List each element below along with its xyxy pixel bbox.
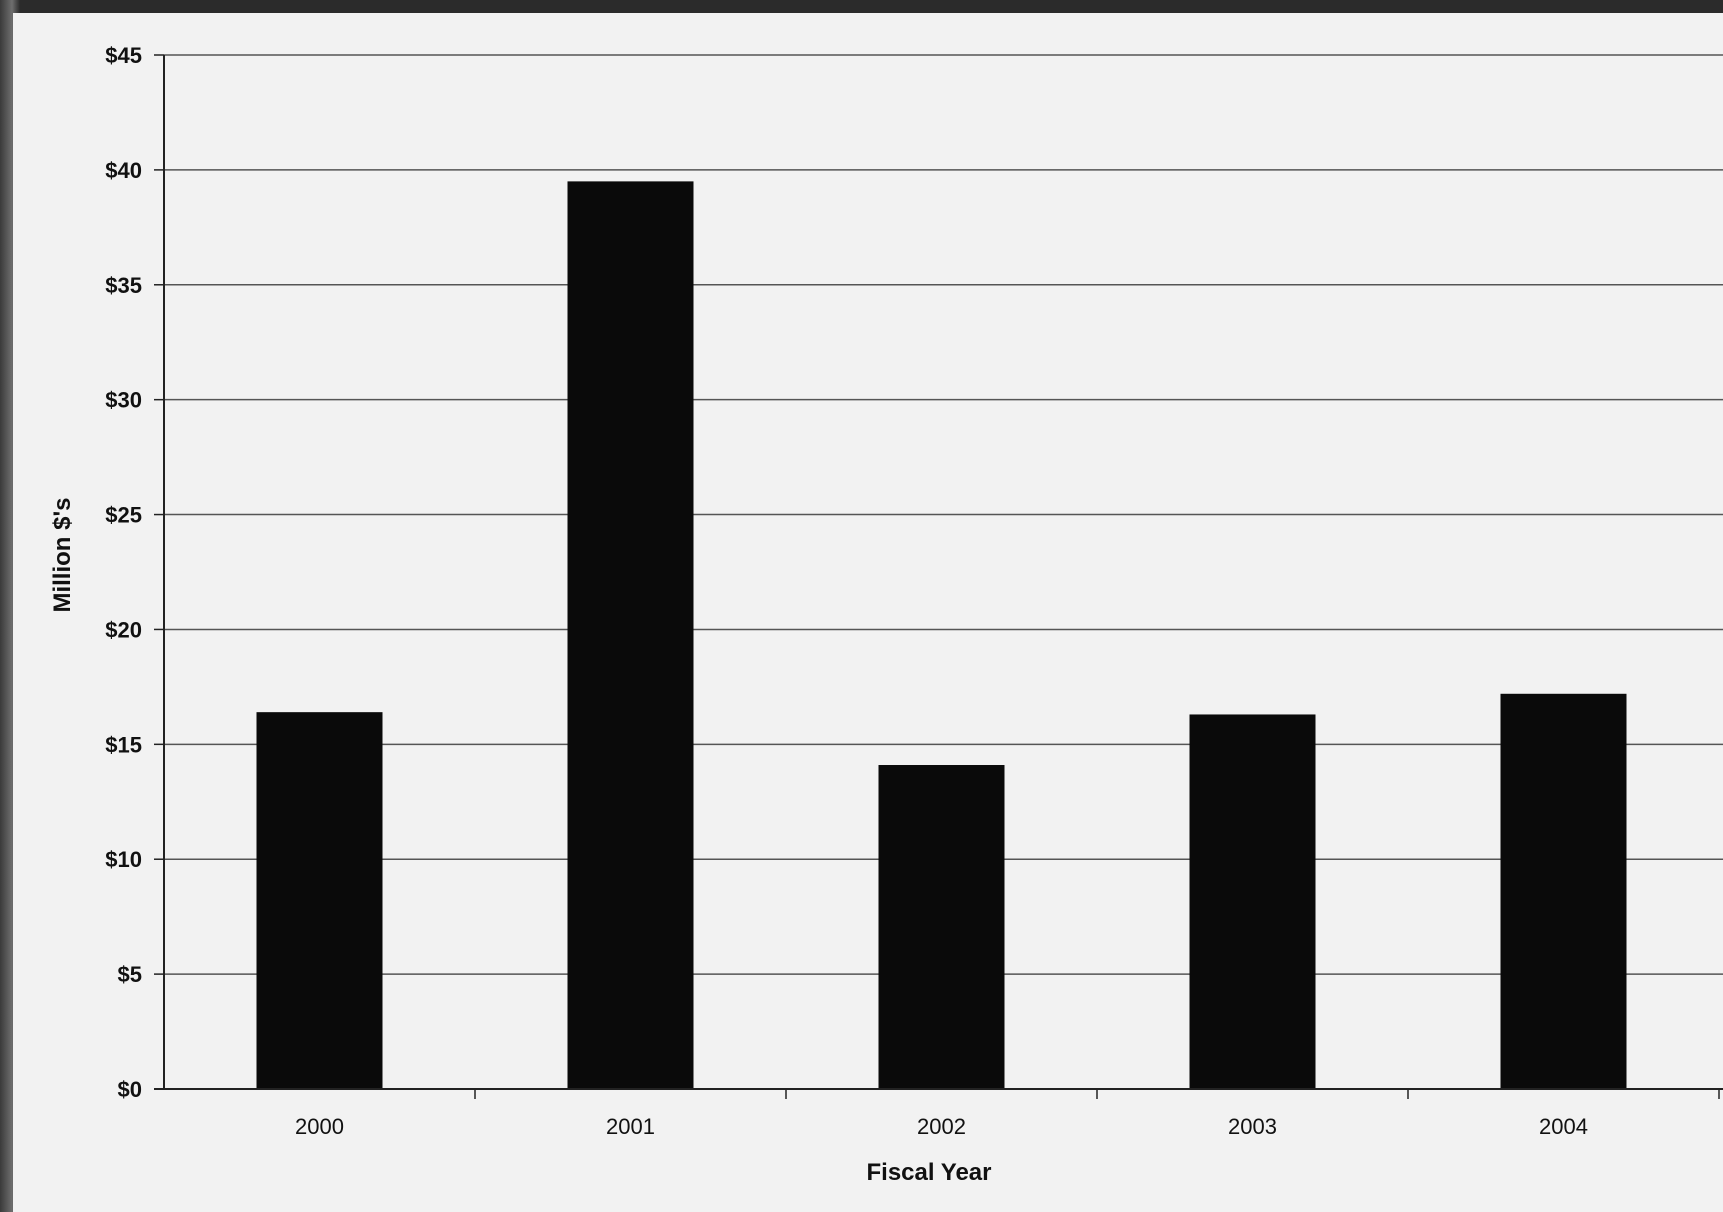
- y-tick-label: $40: [105, 158, 142, 183]
- y-tick-label: $25: [105, 503, 142, 528]
- y-tick-label: $45: [105, 43, 142, 68]
- y-tick-label: $10: [105, 847, 142, 872]
- y-tick-label: $35: [105, 273, 142, 298]
- axes: [154, 54, 1723, 1099]
- y-tick-label: $30: [105, 388, 142, 413]
- x-tick-label: 2003: [1228, 1114, 1277, 1139]
- y-tick-label: $5: [118, 962, 142, 987]
- y-axis-title: Million $'s: [49, 497, 76, 612]
- x-tick-label: 2004: [1539, 1114, 1588, 1139]
- gridlines: [164, 54, 1723, 975]
- y-tick-labels: $0 $5 $10 $15 $20 $25 $30 $35 $40 $45: [105, 43, 142, 1102]
- bar-2004: [1500, 693, 1627, 1089]
- x-tick-labels: 2000 2001 2002 2003 2004: [295, 1114, 1588, 1139]
- bar-2003: [1189, 714, 1316, 1089]
- y-tick-label: $0: [118, 1077, 142, 1102]
- y-tick-label: $15: [105, 732, 142, 757]
- x-axis-title: Fiscal Year: [867, 1159, 992, 1186]
- bars: [256, 181, 1627, 1089]
- bar-2001: [567, 181, 694, 1089]
- x-tick-label: 2001: [606, 1114, 655, 1139]
- x-tick-label: 2002: [917, 1114, 966, 1139]
- x-tick-label: 2000: [295, 1114, 344, 1139]
- bar-2000: [256, 712, 383, 1089]
- y-tick-label: $20: [105, 617, 142, 642]
- bar-2002: [878, 765, 1005, 1089]
